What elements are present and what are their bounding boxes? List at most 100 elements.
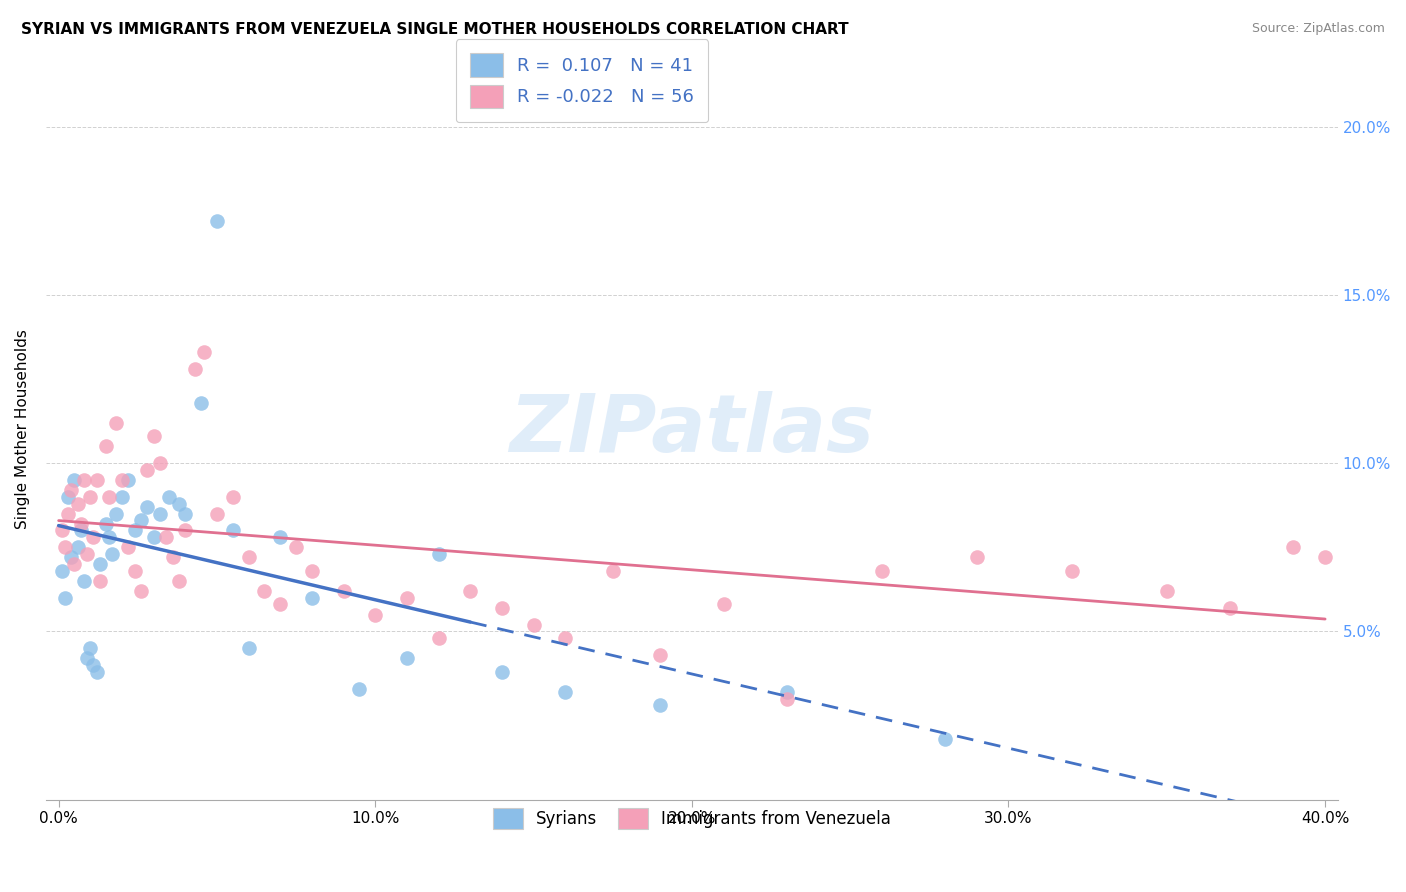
Point	[136, 500, 159, 514]
Point	[117, 541, 139, 555]
Point	[124, 564, 146, 578]
Point	[332, 584, 354, 599]
Point	[101, 547, 124, 561]
Point	[53, 591, 76, 605]
Point	[222, 524, 245, 538]
Point	[554, 685, 576, 699]
Point	[238, 550, 260, 565]
Point	[1282, 541, 1305, 555]
Point	[238, 641, 260, 656]
Point	[73, 574, 96, 588]
Point	[51, 564, 73, 578]
Point	[395, 591, 418, 605]
Point	[51, 524, 73, 538]
Point	[56, 507, 79, 521]
Point	[79, 641, 101, 656]
Point	[174, 524, 197, 538]
Point	[934, 731, 956, 746]
Point	[301, 564, 323, 578]
Point	[124, 524, 146, 538]
Point	[94, 439, 117, 453]
Point	[111, 473, 134, 487]
Text: ZIPatlas: ZIPatlas	[509, 391, 875, 468]
Point	[89, 574, 111, 588]
Point	[82, 530, 104, 544]
Point	[60, 483, 83, 497]
Point	[149, 507, 172, 521]
Point	[98, 490, 121, 504]
Point	[136, 463, 159, 477]
Point	[1219, 600, 1241, 615]
Point	[69, 516, 91, 531]
Point	[1156, 584, 1178, 599]
Point	[86, 473, 108, 487]
Point	[364, 607, 387, 622]
Point	[167, 574, 190, 588]
Point	[159, 490, 181, 504]
Point	[395, 651, 418, 665]
Point	[79, 490, 101, 504]
Point	[104, 507, 127, 521]
Point	[205, 214, 228, 228]
Point	[870, 564, 893, 578]
Point	[73, 473, 96, 487]
Point	[66, 541, 89, 555]
Point	[522, 617, 544, 632]
Point	[193, 345, 215, 359]
Point	[966, 550, 988, 565]
Text: Source: ZipAtlas.com: Source: ZipAtlas.com	[1251, 22, 1385, 36]
Point	[602, 564, 624, 578]
Point	[776, 685, 799, 699]
Point	[82, 658, 104, 673]
Text: SYRIAN VS IMMIGRANTS FROM VENEZUELA SINGLE MOTHER HOUSEHOLDS CORRELATION CHART: SYRIAN VS IMMIGRANTS FROM VENEZUELA SING…	[21, 22, 849, 37]
Point	[174, 507, 197, 521]
Point	[142, 429, 165, 443]
Point	[76, 547, 98, 561]
Point	[63, 473, 86, 487]
Point	[491, 600, 513, 615]
Point	[76, 651, 98, 665]
Point	[167, 497, 190, 511]
Point	[56, 490, 79, 504]
Point	[205, 507, 228, 521]
Point	[94, 516, 117, 531]
Point	[89, 557, 111, 571]
Point	[86, 665, 108, 679]
Point	[554, 631, 576, 645]
Point	[1313, 550, 1336, 565]
Point	[63, 557, 86, 571]
Point	[269, 530, 291, 544]
Point	[713, 598, 735, 612]
Point	[111, 490, 134, 504]
Point	[1346, 557, 1368, 571]
Point	[650, 648, 672, 662]
Point	[53, 541, 76, 555]
Point	[491, 665, 513, 679]
Point	[104, 416, 127, 430]
Point	[349, 681, 371, 696]
Point	[776, 691, 799, 706]
Point	[98, 530, 121, 544]
Point	[149, 456, 172, 470]
Point	[66, 497, 89, 511]
Point	[1060, 564, 1083, 578]
Point	[285, 541, 308, 555]
Point	[301, 591, 323, 605]
Point	[155, 530, 177, 544]
Point	[253, 584, 276, 599]
Point	[458, 584, 481, 599]
Point	[142, 530, 165, 544]
Point	[190, 395, 212, 409]
Point	[269, 598, 291, 612]
Point	[69, 524, 91, 538]
Point	[650, 698, 672, 713]
Point	[129, 513, 152, 527]
Point	[129, 584, 152, 599]
Legend: Syrians, Immigrants from Venezuela: Syrians, Immigrants from Venezuela	[486, 801, 897, 836]
Point	[427, 547, 450, 561]
Point	[60, 550, 83, 565]
Point	[162, 550, 184, 565]
Point	[222, 490, 245, 504]
Point	[427, 631, 450, 645]
Y-axis label: Single Mother Households: Single Mother Households	[15, 330, 30, 530]
